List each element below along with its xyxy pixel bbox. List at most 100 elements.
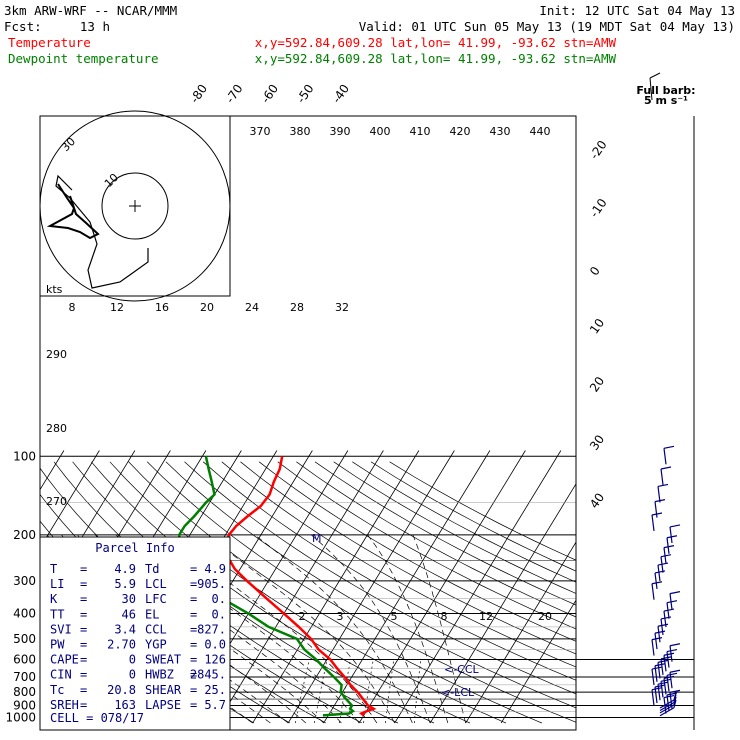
upper-scale-label: 16 xyxy=(155,301,169,314)
hodograph: 30 10 kts xyxy=(39,110,231,302)
upper-scale-label: 8 xyxy=(69,301,76,314)
pressure-tick-label: 700 xyxy=(13,670,36,684)
parcel-param-value-2: 4.9 xyxy=(204,562,226,576)
mixing-ratio-label: 5 xyxy=(391,610,398,623)
dry-adiabat-line xyxy=(128,461,543,724)
wind-barb-shaft xyxy=(669,672,673,689)
dry-adiabat-label: 390 xyxy=(330,125,351,138)
parcel-equals-2: = xyxy=(190,653,197,667)
wind-barb-shaft xyxy=(669,645,673,662)
annotations: <-CCL <-LCL M xyxy=(312,532,480,699)
mixing-ratio-label: 3 xyxy=(337,610,344,623)
parcel-param-name-2: Td xyxy=(145,562,159,576)
parcel-equals-2: = xyxy=(190,592,197,606)
parcel-equals-2: = xyxy=(190,577,197,591)
wind-barb xyxy=(660,466,672,486)
wind-barb-shaft xyxy=(660,468,664,486)
dry-adiabat-label: 440 xyxy=(530,125,551,138)
wind-barb xyxy=(654,663,666,682)
parcel-param-name: LI xyxy=(50,577,64,591)
moist-adiabat-line xyxy=(311,534,431,724)
wind-barb-flag xyxy=(669,524,681,528)
wind-barb-flag xyxy=(651,687,663,691)
wind-barb-flag xyxy=(663,445,675,449)
wind-barb xyxy=(669,643,681,662)
parcel-equals: = xyxy=(80,698,87,712)
dry-adiabat-line xyxy=(202,461,576,681)
parcel-param-value-2: 905. xyxy=(197,577,226,591)
parcel-equals: = xyxy=(80,683,87,697)
parcel-param-name-2: CCL xyxy=(145,622,167,636)
wind-barb-shaft xyxy=(660,658,664,675)
wind-barb-shaft xyxy=(654,501,658,518)
mixing-ratio-line xyxy=(338,659,351,724)
moist-adiabat-line xyxy=(254,534,413,724)
dry-adiabat-label: 410 xyxy=(410,125,431,138)
dry-adiabat-line xyxy=(146,461,576,723)
wind-barb-flag xyxy=(654,663,666,667)
wind-barb xyxy=(660,554,672,573)
wind-barb xyxy=(654,684,666,704)
wind-barb xyxy=(651,687,663,706)
wind-barb-shaft xyxy=(669,526,673,544)
parcel-param-name: PW xyxy=(50,638,65,652)
parcel-info-title: Parcel Info xyxy=(95,541,174,555)
parcel-cell: CELL = 078/17 xyxy=(50,711,144,725)
parcel-param-name: T xyxy=(50,562,57,576)
moist-adiabat-line xyxy=(412,534,466,724)
wind-barb-shaft xyxy=(666,537,670,554)
upper-scale-label: 20 xyxy=(200,301,214,314)
parcel-param-value: 46 xyxy=(122,607,136,621)
wind-barb-flag xyxy=(663,545,675,549)
wind-barb xyxy=(651,581,663,600)
parcel-param-value-2: 2845. xyxy=(190,668,226,682)
wind-barb-flag xyxy=(651,666,663,670)
parcel-param-value: 163 xyxy=(114,698,136,712)
moist-adiabat-line xyxy=(95,534,324,724)
parcel-param-value: 30 xyxy=(122,592,136,606)
parcel-equals: = xyxy=(80,562,87,576)
wind-barb-flag xyxy=(657,681,669,685)
wind-barb-shaft xyxy=(651,583,655,600)
parcel-param-name: SVI xyxy=(50,622,72,636)
wind-barb xyxy=(657,681,669,701)
profiles xyxy=(177,456,377,717)
wind-barb-shaft xyxy=(666,694,670,712)
dry-adiabat-line xyxy=(296,461,576,618)
mixing-ratio-line xyxy=(295,659,310,724)
wind-barb xyxy=(663,675,675,695)
mixing-ratio-label: 2 xyxy=(299,610,306,623)
parcel-equals-2: = xyxy=(190,683,197,697)
dry-adiabat-line xyxy=(352,461,576,583)
init-time: Init: 12 UTC Sat 04 May 13 xyxy=(539,3,735,18)
dry-adiabat-label-left: 290 xyxy=(46,348,67,361)
dry-adiabat-label-left: 280 xyxy=(46,422,67,435)
pressure-tick-label: 500 xyxy=(13,632,36,646)
wind-barb-shaft xyxy=(651,668,655,686)
moist-adiabat-line xyxy=(207,534,395,724)
wind-barb-flag xyxy=(657,483,669,488)
wind-barb xyxy=(669,591,681,610)
wind-barb xyxy=(663,694,675,714)
dry-adiabat-line xyxy=(221,461,576,668)
barb-legend-value: 5 m s⁻¹ xyxy=(644,94,688,107)
wind-barb-shaft xyxy=(654,633,658,650)
parcel-param-value: 20.8 xyxy=(107,683,136,697)
wind-barb-shaft xyxy=(654,572,658,589)
parcel-param-name-2: HWBZ xyxy=(145,668,174,682)
parcel-param-value-2: 0. xyxy=(212,592,226,606)
valid-time: Valid: 01 UTC Sun 05 May 13 (19 MDT Sat … xyxy=(359,19,735,34)
parcel-param-name: CAPE xyxy=(50,653,79,667)
parcel-equals: = xyxy=(80,622,87,636)
ccl-label: <-CCL xyxy=(444,663,480,676)
mixing-ratio-line xyxy=(413,659,422,724)
dewpoint-profile xyxy=(177,456,356,717)
moist-adiabat-line xyxy=(170,534,378,724)
wind-barb-shaft xyxy=(657,486,661,503)
wind-barb-flag xyxy=(657,623,669,627)
parcel-equals-2: = xyxy=(190,638,197,652)
pressure-tick-label: 800 xyxy=(13,685,36,699)
pressure-tick-label: 200 xyxy=(13,528,36,542)
hodograph-trace-thick xyxy=(46,183,100,240)
